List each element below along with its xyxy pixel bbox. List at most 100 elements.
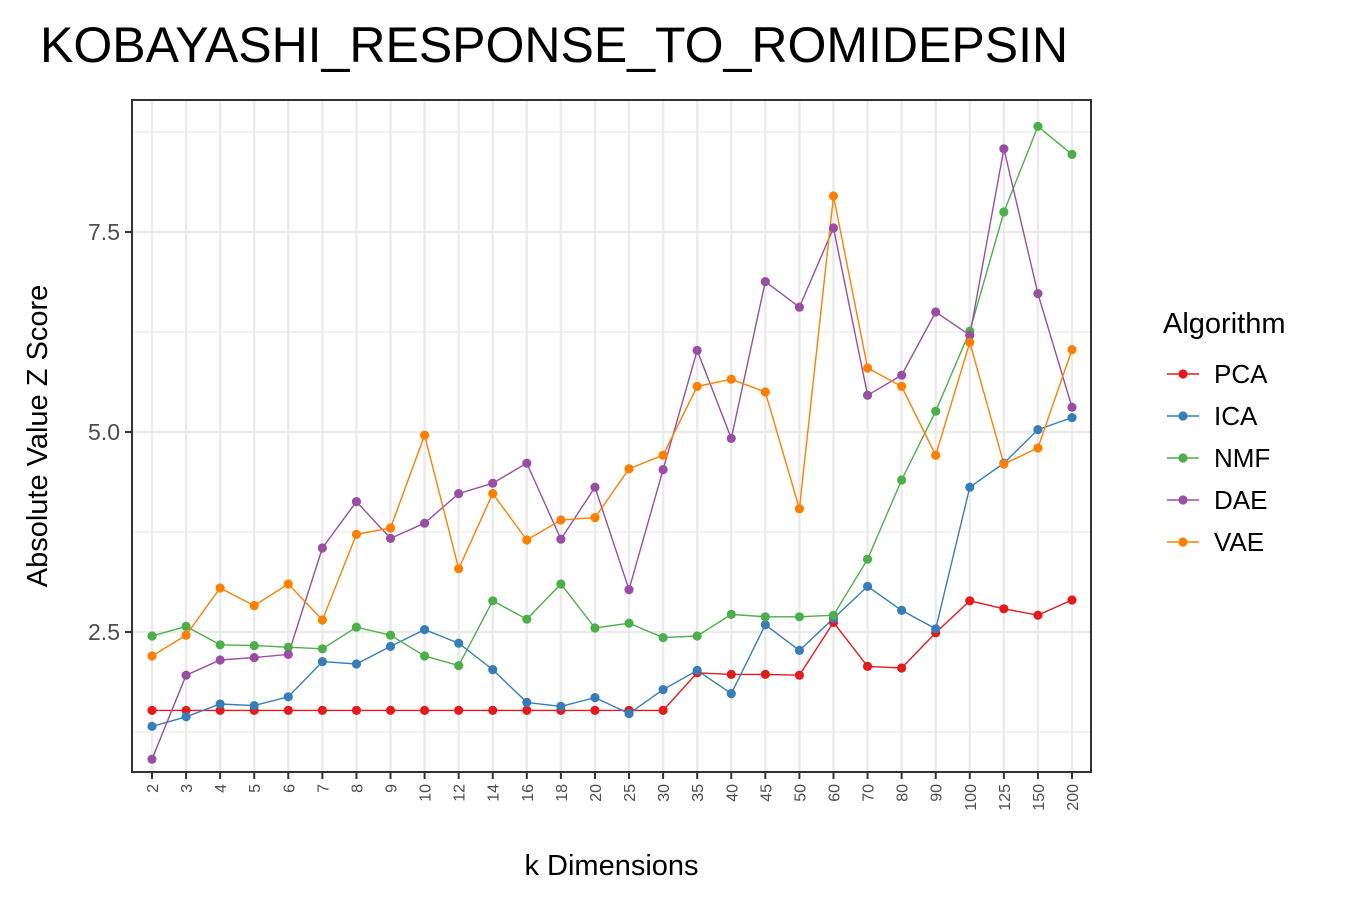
x-tick-label: 9 [384,784,401,793]
data-point-nmf [1033,121,1043,131]
data-point-pca [215,705,225,716]
data-point-vae [760,387,770,397]
data-point-dae [624,585,634,595]
data-point-ica [488,665,498,675]
data-point-nmf [454,661,464,671]
x-tick-label: 20 [588,784,605,802]
y-axis: 2.5 5.0 7.5 [88,219,132,645]
data-point-vae [317,615,327,625]
x-tick-label: 2 [145,784,162,793]
data-point-dae [999,144,1009,154]
data-point-ica [385,641,396,652]
series-line-pca [152,599,1073,712]
x-tick-label: 12 [452,784,469,802]
x-tick-label: 50 [792,784,809,802]
data-point-nmf [862,554,873,564]
data-point-vae [1067,345,1077,355]
x-tick-label: 18 [554,784,571,802]
data-point-pca [726,669,736,680]
legend-key-point [1178,369,1188,379]
x-tick-label: 7 [315,784,332,793]
data-point-dae [147,754,157,764]
data-point-dae [419,518,430,528]
data-point-ica [351,659,362,669]
data-point-vae [862,363,873,373]
data-point-dae [828,223,839,233]
legend-item-nmf: NMF [1167,443,1270,473]
x-tick-label: 3 [179,784,196,793]
data-point-dae [760,277,770,287]
data-point-pca [317,705,327,716]
data-point-dae [862,390,873,400]
data-point-pca [283,705,293,716]
data-point-nmf [760,612,770,622]
data-point-ica [794,645,805,656]
data-point-nmf [658,633,668,643]
data-point-nmf [215,640,225,650]
data-point-ica [624,709,634,719]
legend-label: ICA [1214,401,1258,431]
data-point-ica [897,605,907,616]
data-point-dae [215,655,225,665]
x-tick-label: 10 [418,784,435,802]
x-tick-label: 90 [929,784,946,802]
data-point-dae [522,458,532,468]
legend-key-point [1178,495,1188,505]
x-tick-label: 8 [349,784,366,793]
data-point-dae [385,533,396,544]
data-point-ica [760,620,770,630]
y-tick-label: 2.5 [88,619,120,645]
data-point-dae [454,489,464,499]
data-point-nmf [828,610,839,620]
data-point-ica [147,721,157,732]
legend-label: DAE [1214,485,1267,515]
legend-item-dae: DAE [1167,485,1267,515]
data-point-vae [351,529,362,540]
x-tick-label: 35 [690,784,707,802]
data-point-nmf [1067,149,1077,159]
x-tick-label: 60 [826,784,843,802]
data-point-dae [1033,289,1043,299]
data-point-nmf [999,207,1009,217]
data-point-nmf [556,579,566,589]
data-point-ica [556,701,566,712]
data-point-vae [726,374,736,384]
data-point-dae [794,302,805,312]
data-point-dae [658,465,668,475]
x-tick-label: 6 [281,784,298,793]
data-point-vae [215,583,225,593]
data-point-nmf [419,651,430,661]
legend-item-pca: PCA [1167,359,1268,389]
y-axis-title: Absolute Value Z Score [22,285,54,588]
data-point-pca [419,705,430,716]
data-point-nmf [181,621,191,632]
data-point-dae [1067,402,1077,412]
x-axis: 2 3 4 5 6 7 8 9 10 12 14 16 18 20 25 30 35 40 45 50 60 70 80 90… [145,772,1082,811]
data-point-pca [794,670,805,680]
data-point-nmf [522,614,532,624]
data-point-nmf [488,596,498,606]
data-point-nmf [692,631,702,641]
data-point-vae [454,564,464,574]
data-point-vae [488,489,498,499]
x-tick-label: 100 [963,784,980,811]
x-tick-label: 40 [724,784,741,802]
data-point-vae [828,191,839,201]
data-point-nmf [147,631,157,641]
data-point-ica [317,657,327,667]
data-point-nmf [317,644,327,654]
data-point-nmf [931,406,941,416]
data-point-dae [931,307,941,317]
data-point-dae [249,653,259,663]
data-point-vae [931,450,941,460]
data-point-vae [1033,443,1043,453]
legend-label: NMF [1214,443,1270,473]
plot-panel [132,100,1091,772]
legend-item-ica: ICA [1167,401,1258,431]
series-lines [151,125,1073,760]
x-tick-label: 16 [520,784,537,802]
data-point-dae [692,345,702,355]
data-point-dae [351,497,362,507]
data-point-vae [999,459,1009,469]
